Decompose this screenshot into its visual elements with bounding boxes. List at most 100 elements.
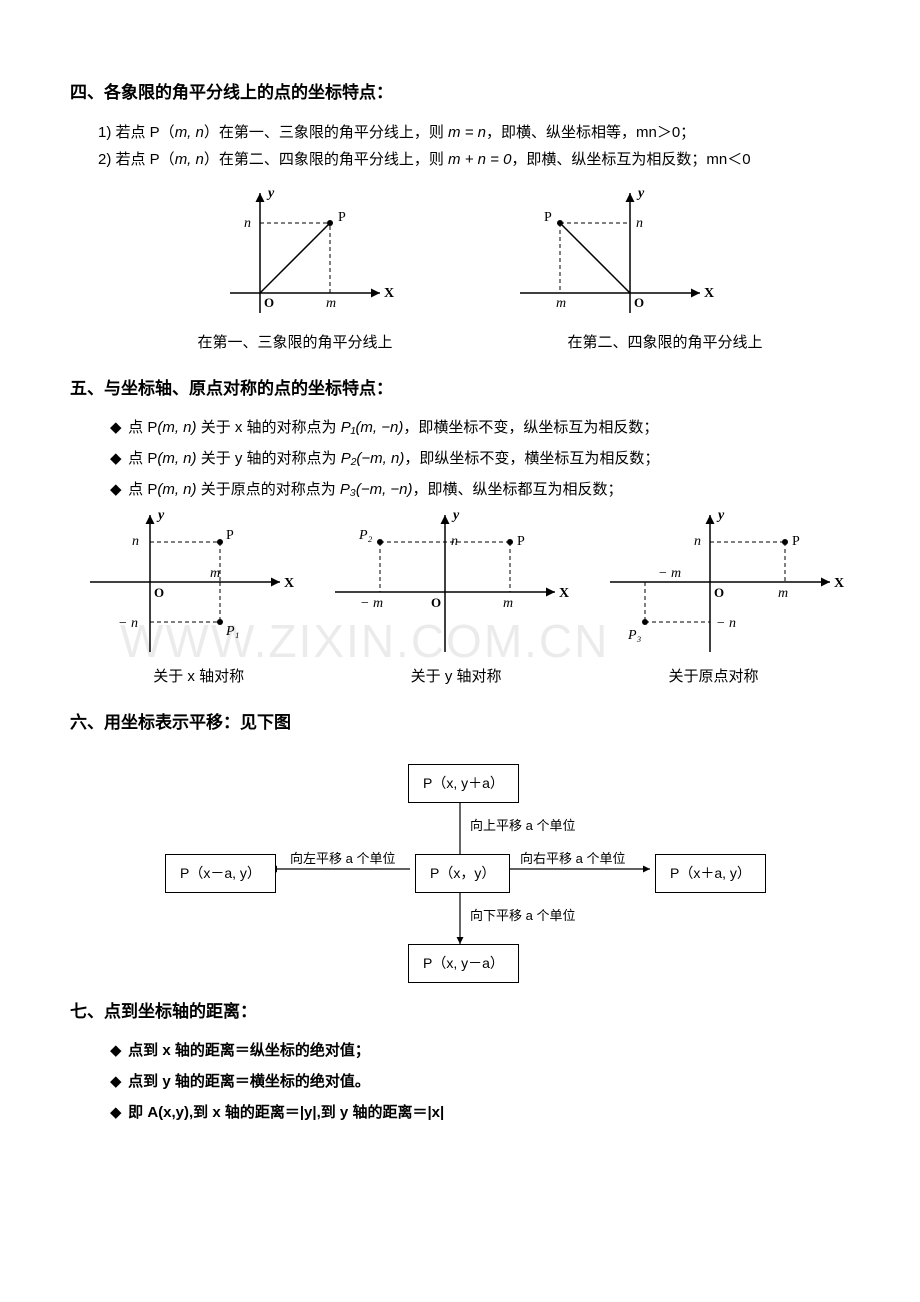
diagram-quadrant24: P n m O X y <box>500 183 720 323</box>
caption-symo: 关于原点对称 <box>585 663 842 690</box>
svg-text:m: m <box>210 566 220 581</box>
s4-i1-mid: ）在第一、三象限的角平分线上，则 <box>204 124 448 141</box>
s7b1-text: 点到 x 轴的距离＝纵坐标的绝对值； <box>128 1042 370 1059</box>
section4-item2: 2) 若点 P（m, n）在第二、四象限的角平分线上，则 m + n = 0，即… <box>98 146 850 173</box>
box-down: P（x, y－a） <box>408 944 519 983</box>
s5b2-pre: 点 P <box>128 450 157 467</box>
box-up: P（x, y＋a） <box>408 764 519 803</box>
s5b2-suf: ，即纵坐标不变，横坐标互为相反数； <box>404 450 659 467</box>
svg-text:O: O <box>154 585 164 600</box>
s4-i2-prefix: 2) 若点 P（ <box>98 151 175 168</box>
d13-O: O <box>264 295 274 310</box>
s7b3-text: 即 A(x,y),到 x 轴的距离＝|y|,到 y 轴的距离＝|x| <box>128 1104 444 1121</box>
diagram-sym-origin: P P₃ n − n m − m O X y <box>600 507 850 657</box>
s7-bullet1: ◆ 点到 x 轴的距离＝纵坐标的绝对值； <box>110 1037 850 1064</box>
section5-heading: 五、与坐标轴、原点对称的点的坐标特点： <box>70 374 850 405</box>
svg-text:− n: − n <box>118 616 138 631</box>
s4-i1-mn: m, n <box>175 124 204 141</box>
svg-text:P: P <box>792 534 800 549</box>
diamond-icon: ◆ <box>110 476 124 503</box>
s7-bullet2: ◆ 点到 y 轴的距离＝横坐标的绝对值。 <box>110 1068 850 1095</box>
svg-text:m: m <box>778 586 788 601</box>
s4-i2-mn: m, n <box>175 151 204 168</box>
d13-y: y <box>266 186 275 201</box>
s7-bullet3: ◆ 即 A(x,y),到 x 轴的距离＝|y|,到 y 轴的距离＝|x| <box>110 1099 850 1126</box>
lbl-left: 向左平移 a 个单位 <box>290 847 395 870</box>
d24-O: O <box>634 295 644 310</box>
diagram-sym-y: P P₂ n − m m O X y <box>325 507 575 657</box>
s4-i1-eq: m = n <box>448 124 486 141</box>
section6-heading: 六、用坐标表示平移：见下图 <box>70 708 850 739</box>
s4-i1-prefix: 1) 若点 P（ <box>98 124 175 141</box>
s5b1-mid: 关于 x 轴的对称点为 <box>197 419 341 436</box>
s4-i2-suf: ，即横、纵坐标互为相反数；mn＜0 <box>511 151 750 168</box>
box-right: P（x＋a, y） <box>655 854 766 893</box>
svg-text:− m: − m <box>360 596 383 611</box>
s4-i1-suf: ，即横、纵坐标相等，mn＞0； <box>486 124 695 141</box>
d24-m: m <box>556 296 566 311</box>
diamond-icon: ◆ <box>110 1099 124 1126</box>
s5b1-pre: 点 P <box>128 419 157 436</box>
s5b3-suf: ，即横、纵坐标都互为相反数； <box>413 481 623 498</box>
lbl-up: 向上平移 a 个单位 <box>470 814 575 837</box>
s7b2-text: 点到 y 轴的距离＝横坐标的绝对值。 <box>128 1073 370 1090</box>
svg-text:X: X <box>834 576 844 591</box>
diamond-icon: ◆ <box>110 445 124 472</box>
section4-heading: 四、各象限的角平分线上的点的坐标特点： <box>70 78 850 109</box>
s5b3-pmn: (m, n) <box>157 481 196 498</box>
svg-text:P₃: P₃ <box>627 628 642 643</box>
caption-symy: 关于 y 轴对称 <box>327 663 584 690</box>
svg-text:n: n <box>694 534 701 549</box>
svg-text:O: O <box>431 595 441 610</box>
s4-i2-mid: ）在第二、四象限的角平分线上，则 <box>204 151 448 168</box>
diagram-quadrant13: P n m O X y <box>200 183 400 323</box>
d24-y: y <box>636 186 645 201</box>
caption-q24: 在第二、四象限的角平分线上 <box>480 329 850 356</box>
d24-X: X <box>704 286 714 301</box>
d13-P: P <box>338 210 346 225</box>
svg-text:n: n <box>451 534 458 549</box>
s5b2-pt: P₂(−m, n) <box>341 450 405 467</box>
svg-text:m: m <box>503 596 513 611</box>
s5b2-mid: 关于 y 轴的对称点为 <box>197 450 341 467</box>
d24-P: P <box>544 210 552 225</box>
lbl-right: 向右平移 a 个单位 <box>520 847 625 870</box>
svg-text:− n: − n <box>716 616 736 631</box>
diagram-sym-x: P P₁ n − n m O X y <box>70 507 300 657</box>
section7-heading: 七、点到坐标轴的距离： <box>70 997 850 1028</box>
svg-text:X: X <box>559 586 569 601</box>
svg-text:O: O <box>714 585 724 600</box>
svg-text:P₁: P₁ <box>225 624 239 639</box>
d13-n: n <box>244 216 251 231</box>
diamond-icon: ◆ <box>110 1037 124 1064</box>
svg-text:P₂: P₂ <box>358 528 373 543</box>
svg-text:P: P <box>517 534 525 549</box>
s5b1-suf: ，即横坐标不变，纵坐标互为相反数； <box>403 419 658 436</box>
box-left: P（x－a, y） <box>165 854 276 893</box>
d24-n: n <box>636 216 643 231</box>
svg-text:y: y <box>716 508 725 523</box>
s5b2-pmn: (m, n) <box>157 450 196 467</box>
box-center: P（x，y） <box>415 854 510 893</box>
s5-bullet1: ◆ 点 P(m, n) 关于 x 轴的对称点为 P₁(m, −n)，即横坐标不变… <box>110 414 850 441</box>
svg-text:X: X <box>284 576 294 591</box>
s5b3-pt: P₃(−m, −n) <box>340 481 413 498</box>
d13-m: m <box>326 296 336 311</box>
svg-text:n: n <box>132 534 139 549</box>
s5-bullet3: ◆ 点 P(m, n) 关于原点的对称点为 P₃(−m, −n)，即横、纵坐标都… <box>110 476 850 503</box>
caption-symx: 关于 x 轴对称 <box>70 663 327 690</box>
translation-diagram: P（x，y） P（x, y＋a） P（x, y－a） P（x－a, y） P（x… <box>160 759 760 979</box>
s4-i2-eq: m + n = 0 <box>448 151 511 168</box>
diamond-icon: ◆ <box>110 1068 124 1095</box>
d13-X: X <box>384 286 394 301</box>
s5b1-pmn: (m, n) <box>157 419 196 436</box>
s5-bullet2: ◆ 点 P(m, n) 关于 y 轴的对称点为 P₂(−m, n)，即纵坐标不变… <box>110 445 850 472</box>
section4-item1: 1) 若点 P（m, n）在第一、三象限的角平分线上，则 m = n，即横、纵坐… <box>98 119 850 146</box>
s5b3-pre: 点 P <box>128 481 157 498</box>
s5b3-mid: 关于原点的对称点为 <box>197 481 340 498</box>
svg-text:P: P <box>226 528 234 543</box>
svg-text:y: y <box>156 508 165 523</box>
caption-q13: 在第一、三象限的角平分线上 <box>70 329 480 356</box>
svg-text:− m: − m <box>658 566 681 581</box>
diamond-icon: ◆ <box>110 414 124 441</box>
